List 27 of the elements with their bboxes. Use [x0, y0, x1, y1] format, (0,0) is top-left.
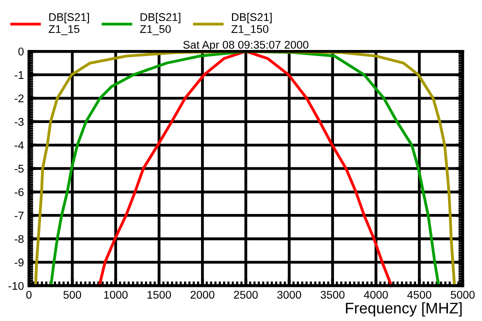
- x-tick-label: 1000: [104, 290, 128, 299]
- x-axis-title: Frequency [MHZ]: [346, 302, 462, 317]
- y-tick-label: -7: [14, 212, 24, 220]
- x-tick-label: 1500: [148, 290, 171, 299]
- x-tick-label: 3000: [277, 290, 302, 299]
- legend-label: DB[S21] Z1_15: [48, 12, 89, 36]
- x-tick-label: 4000: [364, 290, 388, 299]
- x-tick-label: 2000: [190, 290, 214, 299]
- legend-label: DB[S21] Z1_150: [231, 12, 272, 36]
- y-tick-label: -6: [14, 188, 24, 196]
- x-tick-label: 0: [26, 290, 32, 299]
- legend-label: DB[S21] Z1_50: [140, 12, 180, 36]
- y-tick-label: -3: [14, 118, 24, 126]
- y-tick-label: -4: [14, 141, 24, 150]
- chart-title: Sat Apr 08 09:35:07 2000: [183, 40, 308, 51]
- x-tick-label: 2500: [234, 290, 258, 299]
- y-tick-label: -1: [14, 71, 24, 79]
- y-tick-label: 0: [18, 48, 24, 56]
- y-tick-label: -10: [8, 282, 24, 290]
- y-tick-label: -9: [14, 258, 24, 266]
- x-tick-label: 500: [63, 290, 82, 299]
- y-tick-label: -2: [14, 94, 24, 102]
- x-tick-label: 4500: [407, 290, 432, 299]
- x-tick-label: 5000: [450, 290, 475, 299]
- y-tick-label: -5: [14, 164, 24, 173]
- x-tick-label: 3500: [320, 290, 345, 299]
- y-tick-label: -8: [14, 235, 24, 243]
